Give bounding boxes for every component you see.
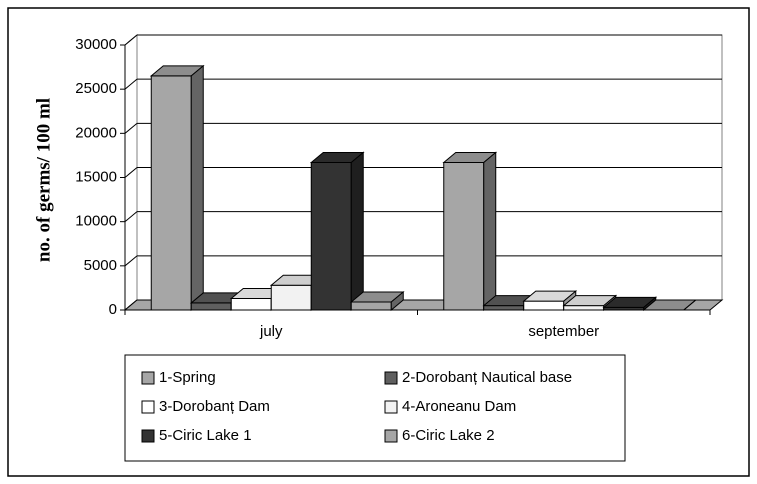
bar-face <box>150 75 192 311</box>
bar <box>349 290 405 312</box>
grid-line <box>124 78 138 90</box>
x-tick-label: september <box>528 323 599 340</box>
bar-face <box>190 302 232 311</box>
grid-line <box>124 122 138 134</box>
y-tick-label: 30000 <box>75 36 117 53</box>
legend-label: 6-Ciric Lake 2 <box>402 427 495 444</box>
y-tick-label: 0 <box>109 301 117 318</box>
legend-swatch <box>141 400 155 414</box>
legend-swatch <box>141 371 155 385</box>
y-axis-label: no. of germs/ 100 ml <box>33 98 54 262</box>
bar-face <box>390 290 404 312</box>
bar <box>602 296 658 312</box>
legend-label: 4-Aroneanu Dam <box>402 398 516 415</box>
bar-face <box>270 284 312 311</box>
bar <box>149 64 205 312</box>
bar <box>189 291 245 312</box>
y-tick-label: 20000 <box>75 124 117 141</box>
bar-face <box>563 305 605 311</box>
y-tick-label: 15000 <box>75 168 117 185</box>
legend-swatch <box>384 371 398 385</box>
grid-line <box>124 211 138 223</box>
x-tick-label: july <box>259 323 283 340</box>
frame <box>7 7 750 477</box>
bar <box>309 151 365 312</box>
bar-face <box>230 298 272 311</box>
bar-face <box>483 305 525 311</box>
bar-face <box>443 161 485 311</box>
bar-face <box>310 161 352 311</box>
legend-label: 5-Ciric Lake 1 <box>159 427 252 444</box>
y-tick-label: 10000 <box>75 213 117 230</box>
grid-line <box>124 255 138 267</box>
y-tick-label: 5000 <box>84 257 117 274</box>
legend <box>124 354 626 462</box>
bar-face <box>523 300 565 311</box>
y-tick-label: 25000 <box>75 80 117 97</box>
bar-face <box>683 299 697 311</box>
legend-label: 3-Dorobanț Dam <box>159 398 270 415</box>
legend-swatch <box>384 429 398 443</box>
bar-face <box>483 151 497 312</box>
grid-line <box>124 34 138 46</box>
bar <box>642 299 698 311</box>
legend-label: 2-Dorobanț Nautical base <box>402 369 572 386</box>
bar-face <box>190 64 204 312</box>
bar-face <box>350 301 392 311</box>
grid-line <box>124 167 138 178</box>
bar <box>442 151 498 312</box>
legend-swatch <box>141 429 155 443</box>
bar-face <box>350 151 364 312</box>
legend-label: 1-Spring <box>159 369 216 386</box>
legend-swatch <box>384 400 398 414</box>
